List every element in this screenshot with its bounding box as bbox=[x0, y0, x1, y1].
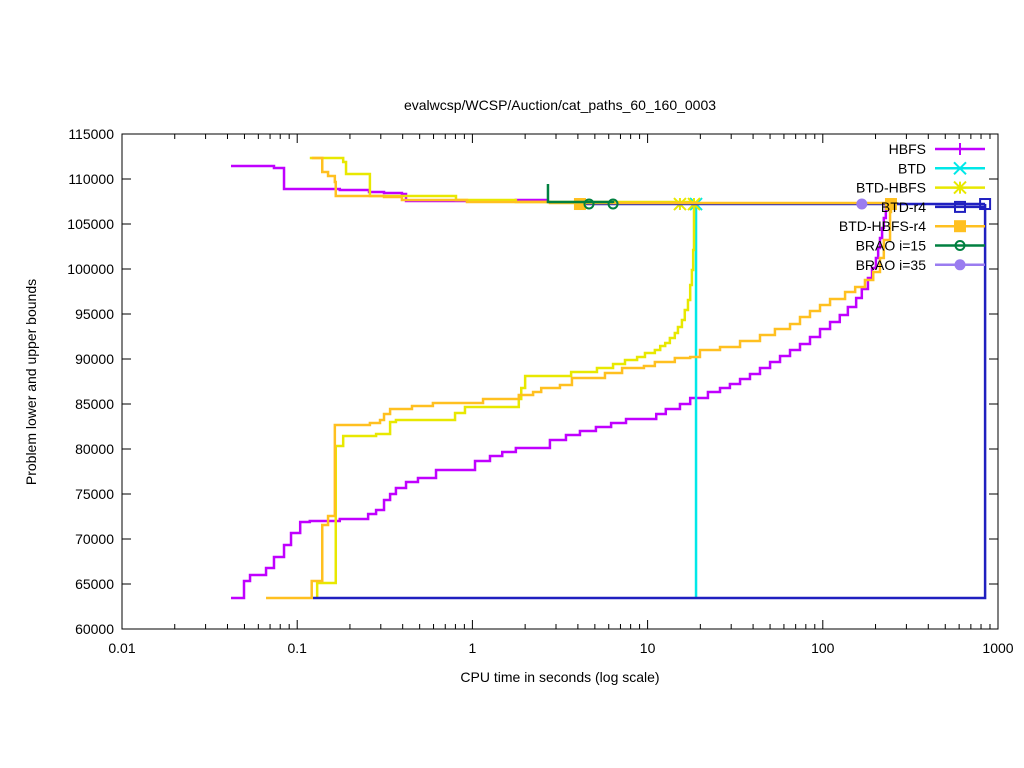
legend-label: BTD bbox=[898, 160, 926, 176]
series-brao-i-35 bbox=[856, 198, 868, 210]
y-tick-label: 90000 bbox=[75, 351, 114, 367]
chart-title: evalwcsp/WCSP/Auction/cat_paths_60_160_0… bbox=[404, 97, 716, 113]
x-tick-label: 10 bbox=[640, 640, 656, 656]
series-line bbox=[231, 205, 888, 600]
legend-label: BRAO i=35 bbox=[856, 257, 927, 273]
legend-label: BTD-r4 bbox=[881, 199, 926, 215]
data-point-marker bbox=[583, 198, 595, 210]
axis-ticks: 60000 65000 70000 75000 80000 85000 90000 95000… bbox=[67, 126, 1013, 656]
legend-label: BRAO i=15 bbox=[856, 238, 927, 254]
plot-frame bbox=[121, 133, 999, 630]
y-axis-label: Problem lower and upper bounds bbox=[23, 279, 39, 485]
legend-marker bbox=[954, 259, 966, 271]
series-line bbox=[311, 156, 893, 205]
legend-marker bbox=[953, 161, 967, 176]
y-tick-label: 60000 bbox=[75, 621, 114, 637]
legend-label: BTD-HBFS-r4 bbox=[839, 218, 926, 234]
legend: HBFS BTD BTD-HBFS BTD-r4 BTD-HBFS-r4 BRAO i=1… bbox=[839, 141, 985, 273]
y-tick-label: 110000 bbox=[68, 171, 114, 187]
y-tick-label: 105000 bbox=[67, 216, 114, 232]
series-btd-hbfs bbox=[309, 156, 701, 598]
y-tick-label: 70000 bbox=[75, 531, 114, 547]
series-line bbox=[315, 205, 696, 598]
series-line bbox=[312, 204, 987, 600]
series-brao-i-15 bbox=[546, 184, 619, 210]
y-tick-label: 80000 bbox=[75, 441, 114, 457]
legend-label: BTD-HBFS bbox=[856, 180, 926, 196]
x-tick-label: 1000 bbox=[982, 640, 1013, 656]
data-point-marker bbox=[607, 198, 619, 210]
x-tick-label: 0.01 bbox=[108, 640, 135, 656]
legend-marker bbox=[954, 220, 966, 233]
legend-marker bbox=[954, 200, 966, 213]
data-point-marker bbox=[979, 198, 992, 211]
series-layer bbox=[231, 156, 992, 600]
y-tick-label: 115000 bbox=[68, 126, 114, 142]
series-hbfs bbox=[231, 164, 888, 600]
y-tick-label: 65000 bbox=[75, 576, 114, 592]
x-axis-label: CPU time in seconds (log scale) bbox=[460, 669, 659, 685]
data-point-marker bbox=[856, 198, 868, 210]
legend-label: HBFS bbox=[889, 141, 926, 157]
x-tick-label: 0.1 bbox=[287, 640, 307, 656]
legend-marker bbox=[954, 143, 966, 155]
legend-marker bbox=[953, 180, 967, 195]
series-btd-hbfs-r4 bbox=[266, 156, 897, 600]
legend-marker bbox=[954, 240, 966, 251]
y-tick-label: 75000 bbox=[75, 486, 114, 502]
y-tick-label: 100000 bbox=[67, 261, 114, 277]
y-tick-label: 85000 bbox=[75, 396, 114, 412]
y-tick-label: 95000 bbox=[75, 306, 114, 322]
series-line bbox=[546, 184, 615, 204]
x-tick-label: 1 bbox=[469, 640, 477, 656]
x-tick-label: 100 bbox=[811, 640, 835, 656]
data-point-marker bbox=[884, 198, 897, 211]
series-line bbox=[266, 205, 893, 600]
